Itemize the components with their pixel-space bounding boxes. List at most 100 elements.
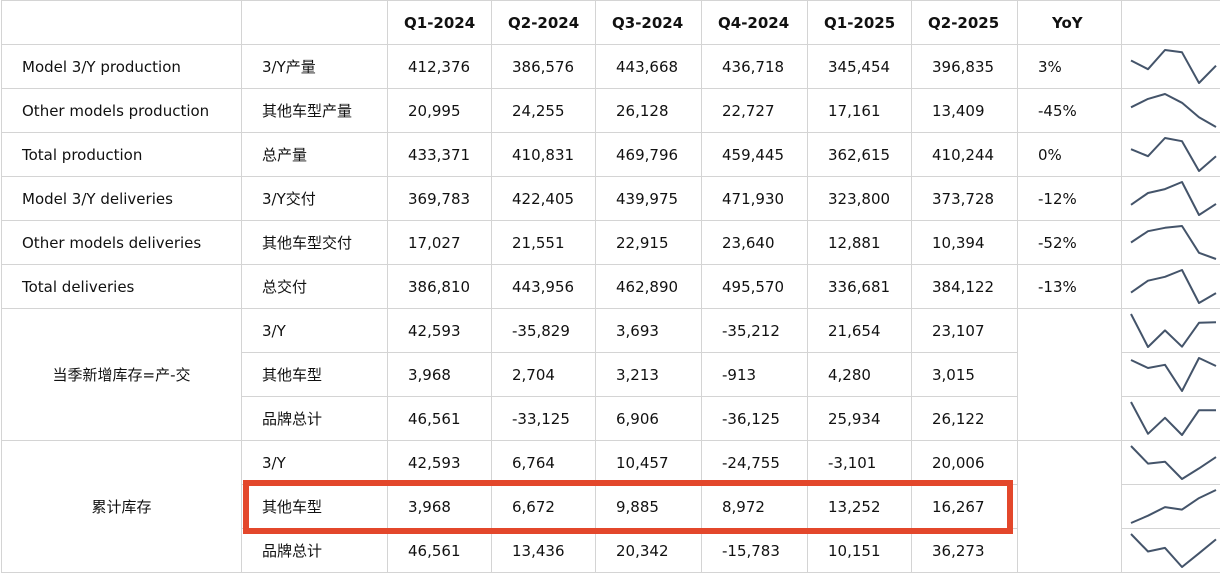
cell-value: 10,457 <box>595 440 702 485</box>
cell-value: 6,906 <box>595 396 702 441</box>
cell-value: 42,593 <box>387 308 492 353</box>
cell-value: 13,436 <box>491 528 596 573</box>
cell-value: 46,561 <box>387 396 492 441</box>
cell-value: 362,615 <box>807 132 912 177</box>
cell-value: 42,593 <box>387 440 492 485</box>
header-q2-2025: Q2-2025 <box>911 0 1018 45</box>
header-blank-cn <box>241 0 388 45</box>
sparkline-chart <box>1130 93 1217 128</box>
group-label: 累计库存 <box>1 440 242 573</box>
cell-value: 3,693 <box>595 308 702 353</box>
row-label-cn: 3/Y产量 <box>241 44 388 89</box>
cell-value: 323,800 <box>807 176 912 221</box>
header-q1-2025: Q1-2025 <box>807 0 912 45</box>
cell-yoy: -12% <box>1017 176 1122 221</box>
sparkline-cell <box>1121 220 1220 265</box>
cell-value: 10,151 <box>807 528 912 573</box>
cell-yoy: -52% <box>1017 220 1122 265</box>
row-label-cn: 其他车型 <box>241 352 388 397</box>
cell-value: 16,267 <box>911 484 1018 529</box>
row-label-en: Other models production <box>1 88 242 133</box>
sparkline-chart <box>1130 181 1217 216</box>
cell-yoy: -45% <box>1017 88 1122 133</box>
table-row: Model 3/Y production 3/Y产量 412,376 386,5… <box>1 44 1220 89</box>
cell-value: 3,968 <box>387 484 492 529</box>
cell-value: 26,128 <box>595 88 702 133</box>
cell-value: 373,728 <box>911 176 1018 221</box>
cell-value: 469,796 <box>595 132 702 177</box>
header-yoy: YoY <box>1017 0 1122 45</box>
cell-value: -3,101 <box>807 440 912 485</box>
cell-value: 410,244 <box>911 132 1018 177</box>
cell-value: 422,405 <box>491 176 596 221</box>
cell-value: 459,445 <box>701 132 808 177</box>
cell-value: -913 <box>701 352 808 397</box>
header-blank-spark <box>1121 0 1220 45</box>
cell-value: 471,930 <box>701 176 808 221</box>
table-row: 品牌总计 46,561 13,436 20,342 -15,783 10,151… <box>2 528 1220 573</box>
cell-value: 24,255 <box>491 88 596 133</box>
cell-value: 25,934 <box>807 396 912 441</box>
sparkline-line <box>1130 181 1217 216</box>
cell-value: 495,570 <box>701 264 808 309</box>
cell-value: -36,125 <box>701 396 808 441</box>
table-row: Other models production 其他车型产量 20,995 24… <box>1 88 1220 133</box>
cell-value: 6,764 <box>491 440 596 485</box>
table-row: Total production 总产量 433,371 410,831 469… <box>1 132 1220 177</box>
cell-value: 386,810 <box>387 264 492 309</box>
sparkline-chart <box>1130 533 1217 568</box>
row-label-cn: 品牌总计 <box>241 396 388 441</box>
group-label: 当季新增库存=产-交 <box>1 308 242 441</box>
row-label-cn: 其他车型 <box>241 484 388 529</box>
sparkline-line <box>1130 533 1217 568</box>
cell-value: 443,668 <box>595 44 702 89</box>
cell-value: 21,551 <box>491 220 596 265</box>
table-row: 其他车型 3,968 2,704 3,213 -913 4,280 3,015 <box>2 352 1220 397</box>
cell-value: 439,975 <box>595 176 702 221</box>
cell-yoy: -13% <box>1017 264 1122 309</box>
row-label-cn: 总产量 <box>241 132 388 177</box>
sparkline-line <box>1130 401 1216 436</box>
row-label-en: Model 3/Y production <box>1 44 242 89</box>
header-q1-2024: Q1-2024 <box>387 0 492 45</box>
cell-value: 46,561 <box>387 528 492 573</box>
sparkline-line <box>1130 445 1217 480</box>
cell-value: 2,704 <box>491 352 596 397</box>
cell-value: 13,252 <box>807 484 912 529</box>
cell-value: -35,829 <box>491 308 596 353</box>
sparkline-line <box>1130 357 1217 392</box>
table-row: Model 3/Y deliveries 3/Y交付 369,783 422,4… <box>1 176 1220 221</box>
cell-value: 22,727 <box>701 88 808 133</box>
table-row: 当季新增库存=产-交 3/Y 42,593 -35,829 3,693 -35,… <box>1 308 1220 441</box>
sparkline-line <box>1130 137 1217 172</box>
cell-value: 443,956 <box>491 264 596 309</box>
cell-value: 12,881 <box>807 220 912 265</box>
sparkline-line <box>1130 269 1217 304</box>
cell-value: 23,640 <box>701 220 808 265</box>
sparkline-chart <box>1130 445 1217 480</box>
sparkline-chart <box>1130 49 1217 84</box>
cell-value: 433,371 <box>387 132 492 177</box>
cell-value: 22,915 <box>595 220 702 265</box>
sparkline-chart <box>1130 225 1217 260</box>
row-label-en: Total deliveries <box>1 264 242 309</box>
cell-value: 8,972 <box>701 484 808 529</box>
cell-value: 17,027 <box>387 220 492 265</box>
cell-value: 462,890 <box>595 264 702 309</box>
sparkline-cell <box>1121 132 1220 177</box>
table-row: Other models deliveries 其他车型交付 17,027 21… <box>1 220 1220 265</box>
cell-value: 26,122 <box>911 396 1018 441</box>
cell-value: 6,672 <box>491 484 596 529</box>
row-label-cn: 总交付 <box>241 264 388 309</box>
cell-yoy: 0% <box>1017 132 1122 177</box>
cell-value: 13,409 <box>911 88 1018 133</box>
header-q2-2024: Q2-2024 <box>491 0 596 45</box>
sparkline-chart <box>1130 313 1217 348</box>
table-row-highlighted: 其他车型 3,968 6,672 9,885 8,972 13,252 16,2… <box>2 484 1220 529</box>
row-label-cn: 3/Y <box>241 440 388 485</box>
sparkline-cell <box>1121 484 1220 529</box>
cell-value: 17,161 <box>807 88 912 133</box>
cell-value: -35,212 <box>701 308 808 353</box>
row-label-en: Model 3/Y deliveries <box>1 176 242 221</box>
